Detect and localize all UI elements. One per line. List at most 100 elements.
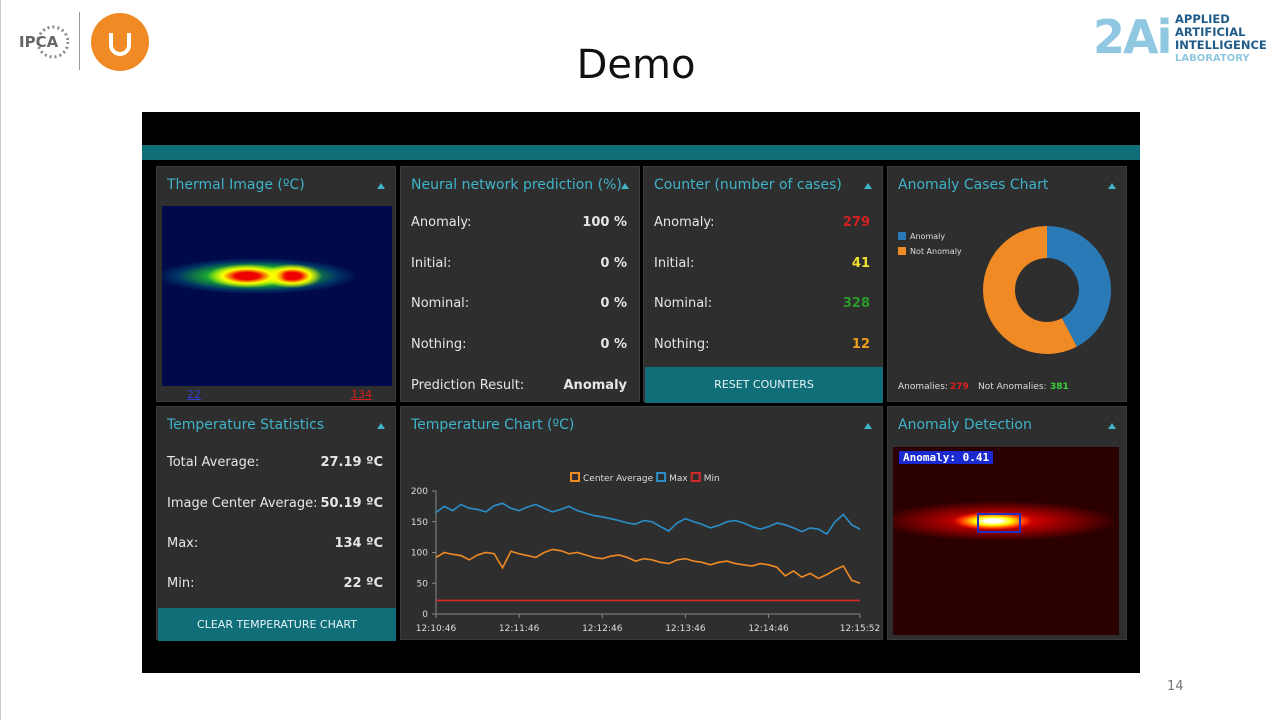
row-label: Nominal: [654, 296, 713, 311]
collapse-toggle[interactable] [1108, 423, 1116, 429]
lab-line: APPLIED [1175, 12, 1230, 26]
footer-value: 279 [950, 382, 969, 392]
row-label: Anomaly: [411, 215, 472, 230]
row-value: 50.19 ºC [320, 496, 383, 511]
legend-swatch [898, 232, 906, 240]
counter-panel: Counter (number of cases) Anomaly: 279 In… [643, 166, 883, 403]
anomaly-chart-panel: Anomaly Cases Chart Anomaly Not Anomaly An… [887, 166, 1127, 402]
row-label: Min: [167, 576, 195, 591]
temperature-stats-panel: Temperature Statistics Total Average: 27.… [156, 406, 396, 641]
panel-title: Temperature Statistics [167, 417, 325, 433]
row-value: 279 [842, 215, 870, 230]
orange-logo [91, 13, 149, 71]
legend-swatch [570, 472, 580, 482]
legend-swatch [690, 472, 701, 482]
panel-title: Neural network prediction (%) [411, 177, 622, 193]
row-value: Anomaly [563, 378, 628, 393]
lab-logo-text: APPLIED ARTIFICIAL INTELLIGENCE LABORATO… [1175, 13, 1267, 65]
collapse-toggle[interactable] [621, 183, 629, 189]
prediction-panel: Neural network prediction (%) Anomaly: 10… [400, 166, 640, 402]
lab-line: ARTIFICIAL [1175, 25, 1246, 39]
y-tick-label: 150 [411, 518, 428, 528]
prediction-result: Prediction Result: Anomaly [411, 378, 627, 398]
slide-title: Demo [576, 42, 696, 88]
footer-label: Not Anomalies: [978, 382, 1047, 392]
thermal-panel: Thermal Image (ºC) 22 134 [156, 166, 396, 402]
row-label: Initial: [411, 256, 452, 271]
y-tick-label: 50 [417, 579, 429, 589]
dashboard: Thermal Image (ºC) 22 134 Neural network… [142, 112, 1140, 673]
footer-label: Anomalies: [898, 382, 948, 392]
ipca-logo-ring [36, 25, 70, 59]
reset-counters-button[interactable]: RESET COUNTERS [645, 367, 883, 403]
donut-chart: Anomaly Not Anomaly Anomalies: 279 Not Anoma… [898, 226, 1111, 392]
legend-label: Anomaly [910, 232, 945, 241]
series-line [435, 548, 861, 585]
ipca-text: IPCA [19, 33, 59, 51]
series-line [435, 502, 861, 536]
row-value: 12 [851, 337, 870, 352]
counter-row: Nominal: 328 [654, 296, 870, 316]
legend-label: Max [669, 474, 688, 484]
detection-box [977, 513, 1021, 533]
panel-title: Temperature Chart (ºC) [411, 417, 575, 433]
prediction-row: Anomaly: 100 % [411, 215, 627, 235]
header-bar [142, 145, 1140, 160]
lab-line: LABORATORY [1175, 53, 1250, 64]
donut-slice [1047, 226, 1111, 347]
row-value: 328 [842, 296, 870, 311]
panel-title: Anomaly Cases Chart [898, 177, 1049, 193]
prediction-row: Nominal: 0 % [411, 296, 627, 316]
anomaly-detection-panel: Anomaly Detection Anomaly: 0.41 [887, 406, 1127, 640]
row-label: Nominal: [411, 296, 470, 311]
legend-label: Center Average [583, 474, 654, 484]
collapse-toggle[interactable] [864, 423, 872, 429]
page-number: 14 [1167, 679, 1184, 694]
legend-swatch [898, 247, 906, 255]
line-chart: 0 50 100 150 200 12:10:46 12:11:46 12:12:46 12:1… [411, 472, 880, 634]
thermal-min-label: 22 [187, 388, 201, 401]
ipca-logo: IPCA [17, 24, 70, 60]
row-value: 134 ºC [334, 536, 383, 551]
x-tick-label: 12:14:46 [748, 624, 789, 634]
row-value: 0 % [600, 296, 627, 311]
collapse-toggle[interactable] [864, 183, 872, 189]
y-tick-label: 200 [411, 487, 428, 497]
counter-row: Anomaly: 279 [654, 215, 870, 235]
row-value: 27.19 ºC [320, 455, 383, 470]
clear-chart-button[interactable]: CLEAR TEMPERATURE CHART [158, 608, 396, 641]
legend-swatch [656, 472, 667, 482]
row-label: Nothing: [654, 337, 710, 352]
thermal-image [162, 206, 392, 386]
row-value: 41 [851, 256, 870, 271]
prediction-row: Nothing: 0 % [411, 337, 627, 357]
row-label: Prediction Result: [411, 378, 525, 393]
panel-title: Counter (number of cases) [654, 177, 842, 193]
prediction-row: Initial: 0 % [411, 256, 627, 276]
x-tick-label: 12:15:52 [840, 624, 880, 634]
row-value: 22 ºC [343, 576, 384, 591]
collapse-toggle[interactable] [377, 183, 385, 189]
donut-slice [983, 226, 1077, 354]
y-tick-label: 100 [411, 549, 428, 559]
collapse-toggle[interactable] [1108, 183, 1116, 189]
collapse-toggle[interactable] [377, 423, 385, 429]
stats-row: Max: 134 ºC [167, 536, 383, 556]
x-tick-label: 12:10:46 [416, 624, 457, 634]
lab-logo-mark: 2Ai [1093, 10, 1172, 64]
panel-title: Thermal Image (ºC) [167, 177, 305, 193]
stats-row: Image Center Average: 50.19 ºC [167, 496, 383, 516]
row-value: 0 % [600, 337, 627, 352]
row-value: 0 % [600, 256, 627, 271]
row-label: Total Average: [167, 455, 260, 470]
legend-label: Not Anomaly [910, 247, 962, 256]
stats-row: Min: 22 ºC [167, 576, 383, 596]
x-tick-label: 12:13:46 [665, 624, 706, 634]
detection-image: Anomaly: 0.41 [893, 447, 1119, 635]
legend-label: Min [704, 474, 720, 484]
row-label: Anomaly: [654, 215, 715, 230]
row-label: Initial: [654, 256, 695, 271]
stats-row: Total Average: 27.19 ºC [167, 455, 383, 475]
counter-row: Nothing: 12 [654, 337, 870, 357]
